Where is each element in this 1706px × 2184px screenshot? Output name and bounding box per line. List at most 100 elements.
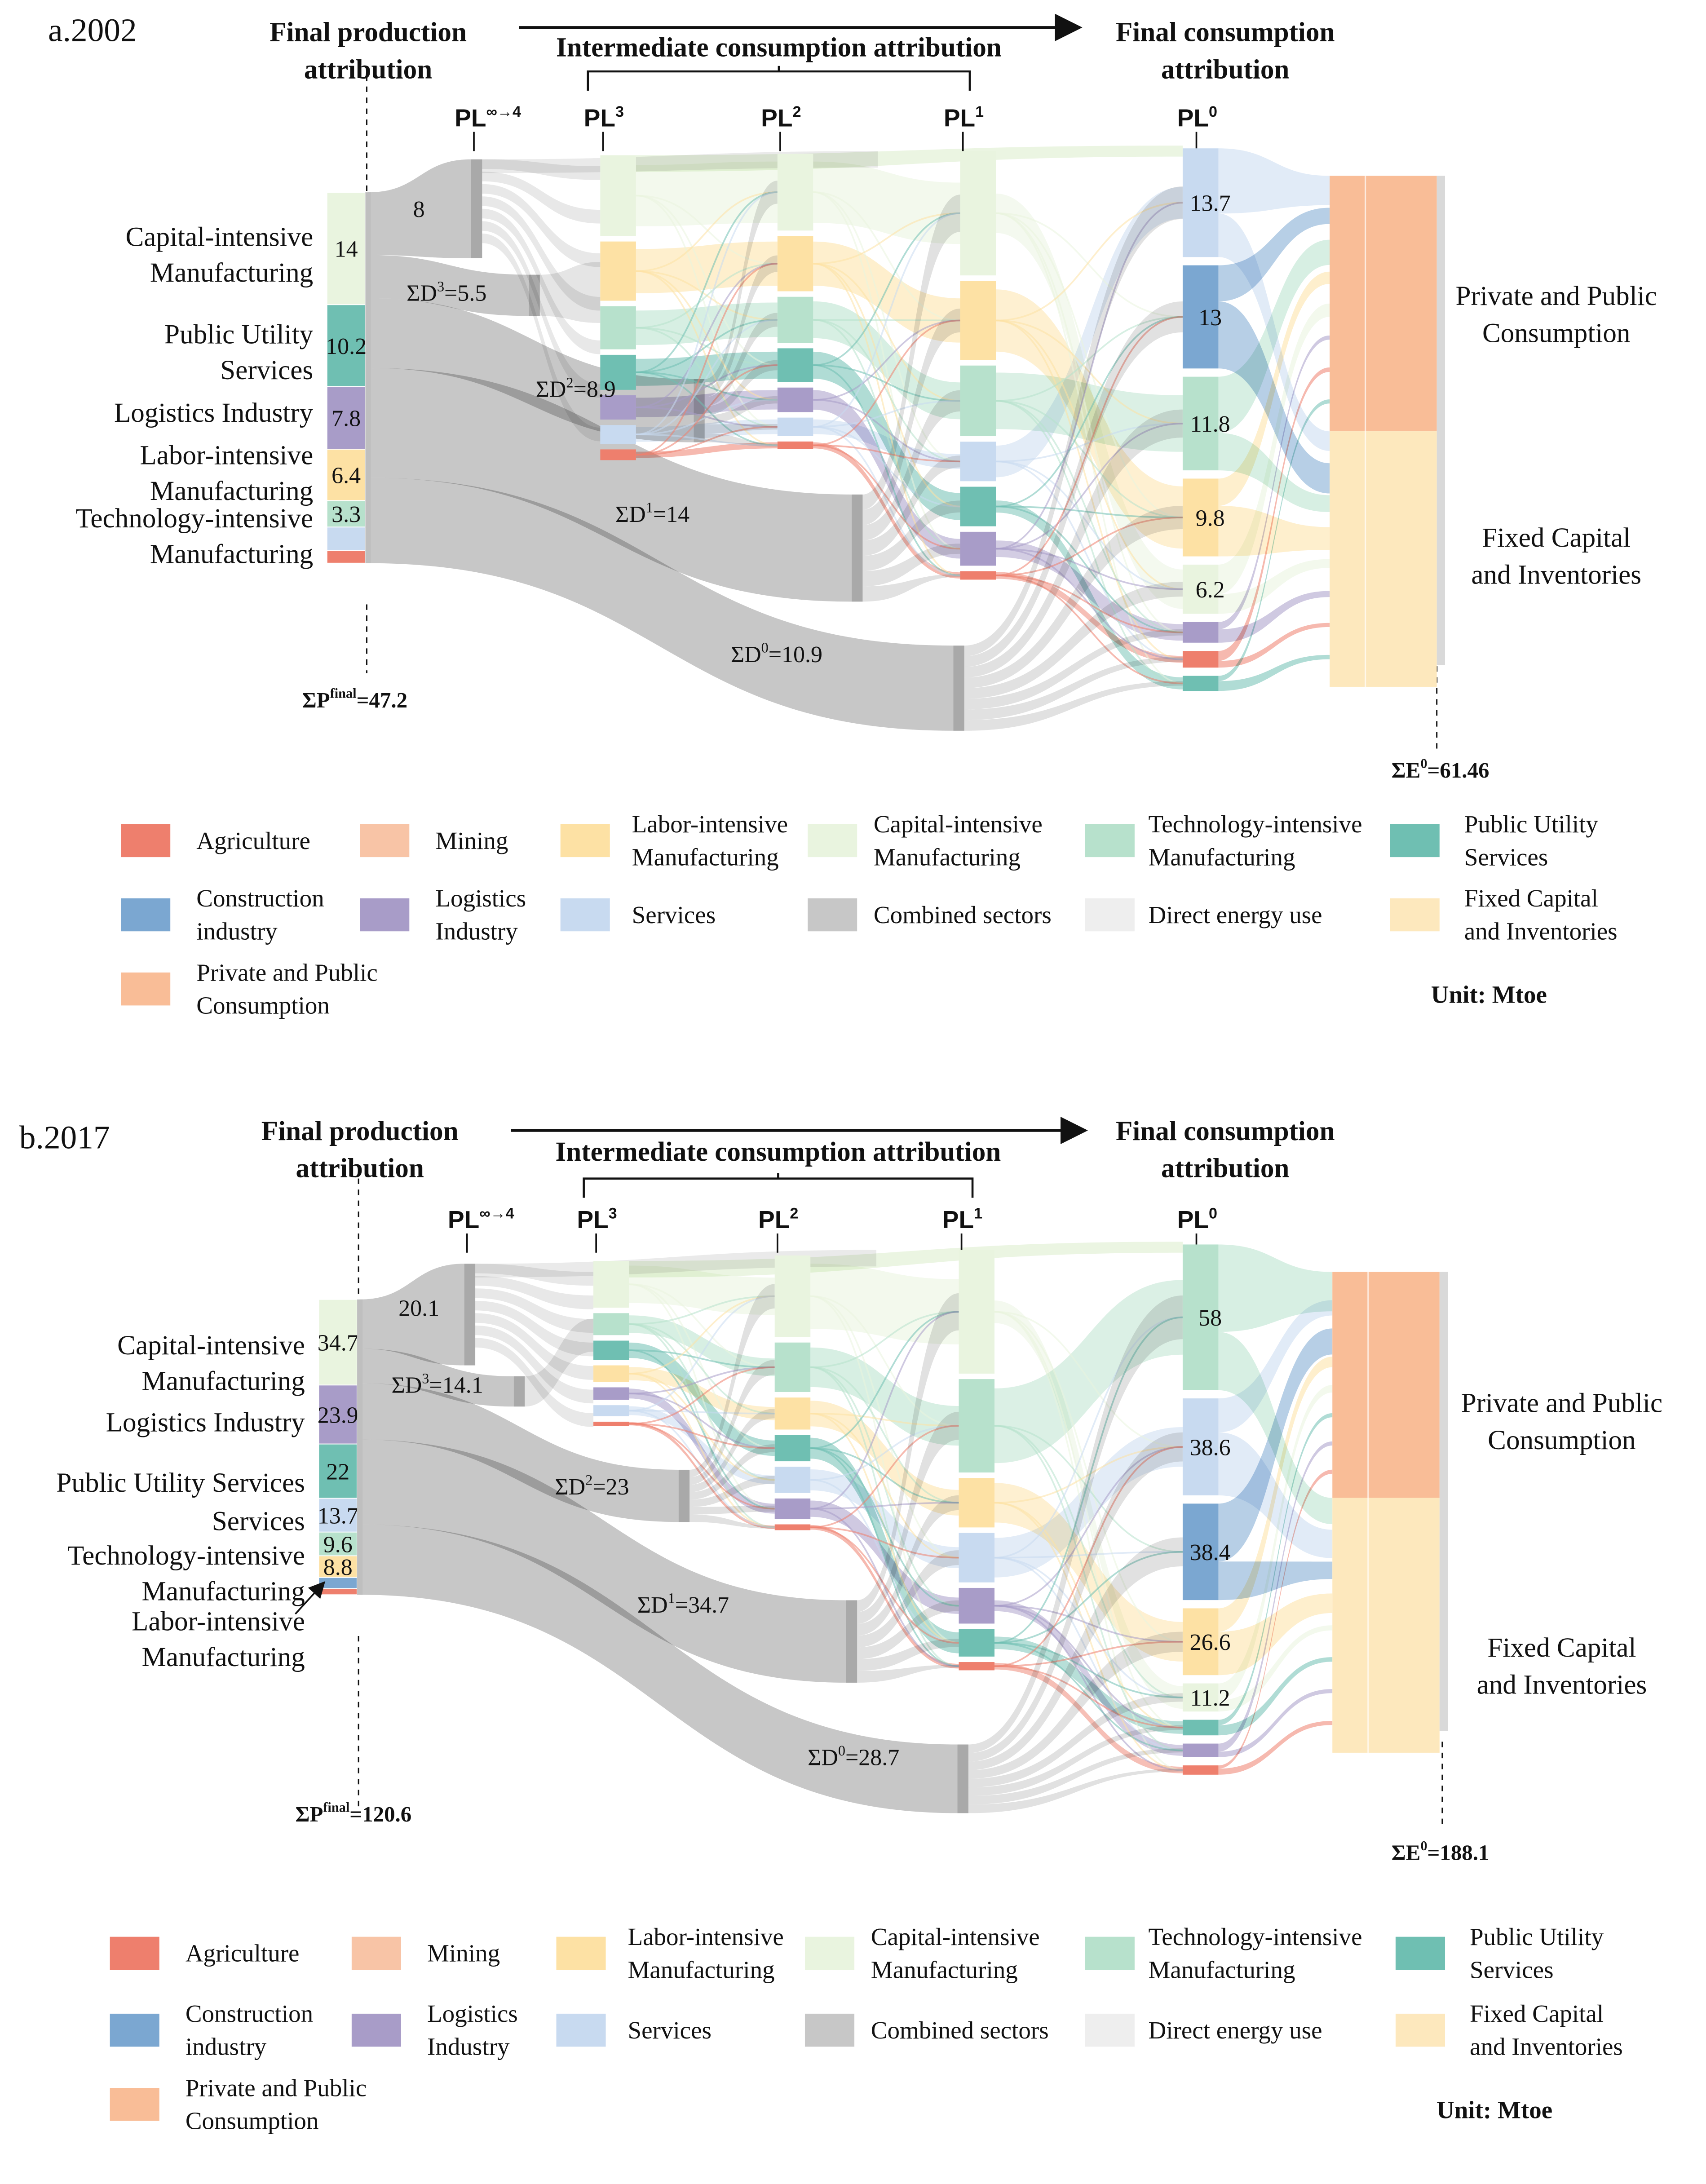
panel-title: a.2002	[48, 12, 137, 49]
header-final-production-line2: attribution	[304, 54, 432, 84]
band-pl2-to-pl1-thread	[810, 1425, 959, 1481]
consumption-total-base: ΣE	[1392, 1840, 1421, 1865]
pl3-node-services	[600, 425, 636, 444]
band-pl1-to-pl0-thread	[994, 1311, 1183, 1771]
band-d0-to-pl0	[964, 629, 1183, 710]
pl0-node-construction	[1182, 1503, 1219, 1600]
pl1-node-utility	[960, 486, 996, 526]
band-production-to-inf	[360, 1264, 464, 1366]
panel-2002: a.2002 Final production attribution Final c…	[48, 12, 1657, 1019]
band-pl3-to-pl2-thread	[629, 1373, 775, 1528]
legend-label-utility: Public Utility	[1464, 810, 1599, 838]
band-pl1-to-pl0-thread	[994, 1642, 1183, 1698]
band-pl2-to-pl1-thread	[813, 212, 960, 265]
level-label-pl0-sup: 0	[1209, 103, 1217, 120]
legend-label-combined: Combined sectors	[871, 2016, 1049, 2044]
demand-label-fixed_capital: Fixed Capital	[1482, 523, 1631, 553]
band-pl2-to-pl1-thread	[810, 1311, 959, 1449]
level-label-pl2-sup: 2	[792, 103, 801, 120]
band-pl3-to-pl2-thread	[636, 263, 778, 408]
legend-swatch-construction	[121, 898, 171, 932]
band-pl2-to-pl1-thread	[813, 399, 960, 463]
flow-label-d1: ΣD1=14	[615, 500, 689, 527]
band-d2-to-pl2	[704, 433, 778, 447]
consumption-total: ΣE0=188.1	[1392, 1838, 1489, 1865]
band-d2-to-pl2	[689, 1505, 775, 1515]
pl3-node-logistics	[593, 1387, 629, 1400]
level-label-pl0-base: PL	[1177, 104, 1209, 132]
demand-node-private-public	[1330, 176, 1437, 432]
band-d2-to-pl2	[704, 360, 778, 416]
pl0-value-technology: 58	[1198, 1305, 1222, 1331]
pl3-node-utility	[593, 1340, 629, 1360]
pl0-value-labor: 9.8	[1196, 505, 1225, 531]
pl3-node-labor	[593, 1365, 629, 1382]
band-pl2-to-pl1-thread	[810, 1412, 959, 1559]
level-label-pl1-sup: 1	[975, 103, 984, 120]
flow-label-d0: ΣD0=10.9	[731, 640, 822, 668]
band-pl2-to-pl1-thread	[813, 212, 960, 366]
band-d0-to-pl0	[964, 582, 1183, 699]
band-pl0-to-fixed-construction	[1218, 301, 1330, 494]
band-d0-to-pl0	[964, 301, 1183, 667]
band-d1-to-pl1	[857, 1495, 959, 1636]
band-pl0-to-fixed-technology	[1218, 433, 1330, 512]
band-production-to-d3	[368, 255, 529, 316]
band-pl1-to-pl0-thread	[996, 400, 1183, 685]
production-sector-label: Logistics Industry	[106, 1407, 305, 1437]
level-label-pl-inf-base: PL	[448, 1206, 479, 1233]
band-inf-to-pl3	[482, 196, 601, 311]
consumption-total-value: =188.1	[1428, 1840, 1489, 1865]
pl2-node-labor	[774, 1397, 811, 1430]
band-d2-to-pl2	[704, 181, 778, 389]
legend-swatch-agriculture	[110, 1936, 159, 1970]
production-node-capital	[318, 1299, 358, 1386]
band-top-capital	[629, 1242, 1183, 1278]
band-pl2-to-pl1-labor	[813, 241, 960, 343]
legend-label-labor: Manufacturing	[632, 843, 779, 871]
band-d0-to-pl0	[964, 681, 1183, 731]
production-sector-label: Capital-intensive	[117, 1331, 305, 1361]
flow-label-d0-base: ΣD	[731, 642, 761, 668]
pl0-node-agriculture	[1182, 651, 1219, 668]
production-total: ΣPfinal=47.2	[302, 685, 407, 712]
legend-swatch-technology	[1085, 824, 1135, 858]
production-total-base: ΣP	[302, 688, 330, 712]
production-value-logistics: 23.9	[318, 1402, 358, 1428]
level-label-pl2-base: PL	[761, 104, 792, 132]
pl2-node-services	[774, 1467, 811, 1493]
flow-label-d1-value: =14	[653, 502, 689, 527]
legend-label-utility: Public Utility	[1470, 1923, 1604, 1950]
demand-node-private-public	[1332, 1272, 1440, 1498]
band-production-to-d0	[368, 477, 954, 731]
band-pl2-to-pl1-thread	[810, 1526, 959, 1559]
production-value-utility: 22	[326, 1459, 349, 1485]
band-pl2-to-pl1-thread	[810, 1447, 959, 1607]
production-sector-label: Manufacturing	[150, 258, 313, 288]
band-pl1-to-pl0-logistics	[996, 540, 1183, 641]
production-node-services	[326, 526, 366, 551]
consumption-total-value: =61.46	[1428, 758, 1489, 783]
consumption-total-base: ΣE	[1392, 758, 1421, 783]
production-total-sup: final	[330, 685, 357, 701]
demand-label-private_public: Private and Public	[1456, 281, 1657, 311]
band-d2-to-pl2	[689, 1444, 775, 1500]
band-pl2-to-pl1-thread	[813, 263, 960, 508]
band-d0-to-pl0	[968, 1725, 1183, 1796]
legend-label-construction: industry	[186, 2033, 267, 2060]
legend-label-logistics: Industry	[435, 918, 518, 945]
pl0-node-technology	[1182, 1244, 1219, 1390]
band-d1-to-pl1	[857, 1600, 959, 1659]
legend-label-labor: Labor-intensive	[628, 1923, 784, 1950]
band-pl2-to-pl1-capital	[813, 161, 960, 244]
band-pl1-to-pl0-thread	[996, 319, 1183, 660]
flow-label-d1: ΣD1=34.7	[637, 1590, 729, 1618]
band-pl0-to-private-technology	[1218, 1244, 1333, 1332]
band-pl0-to-private-capital	[1218, 303, 1330, 594]
band-production-to-d1	[360, 1439, 846, 1683]
legend-label-utility: Services	[1470, 1956, 1553, 1983]
production-node-labor	[318, 1555, 358, 1578]
band-pl0-to-private-technology	[1218, 239, 1330, 433]
level-label-pl1: PL1	[942, 1205, 982, 1233]
